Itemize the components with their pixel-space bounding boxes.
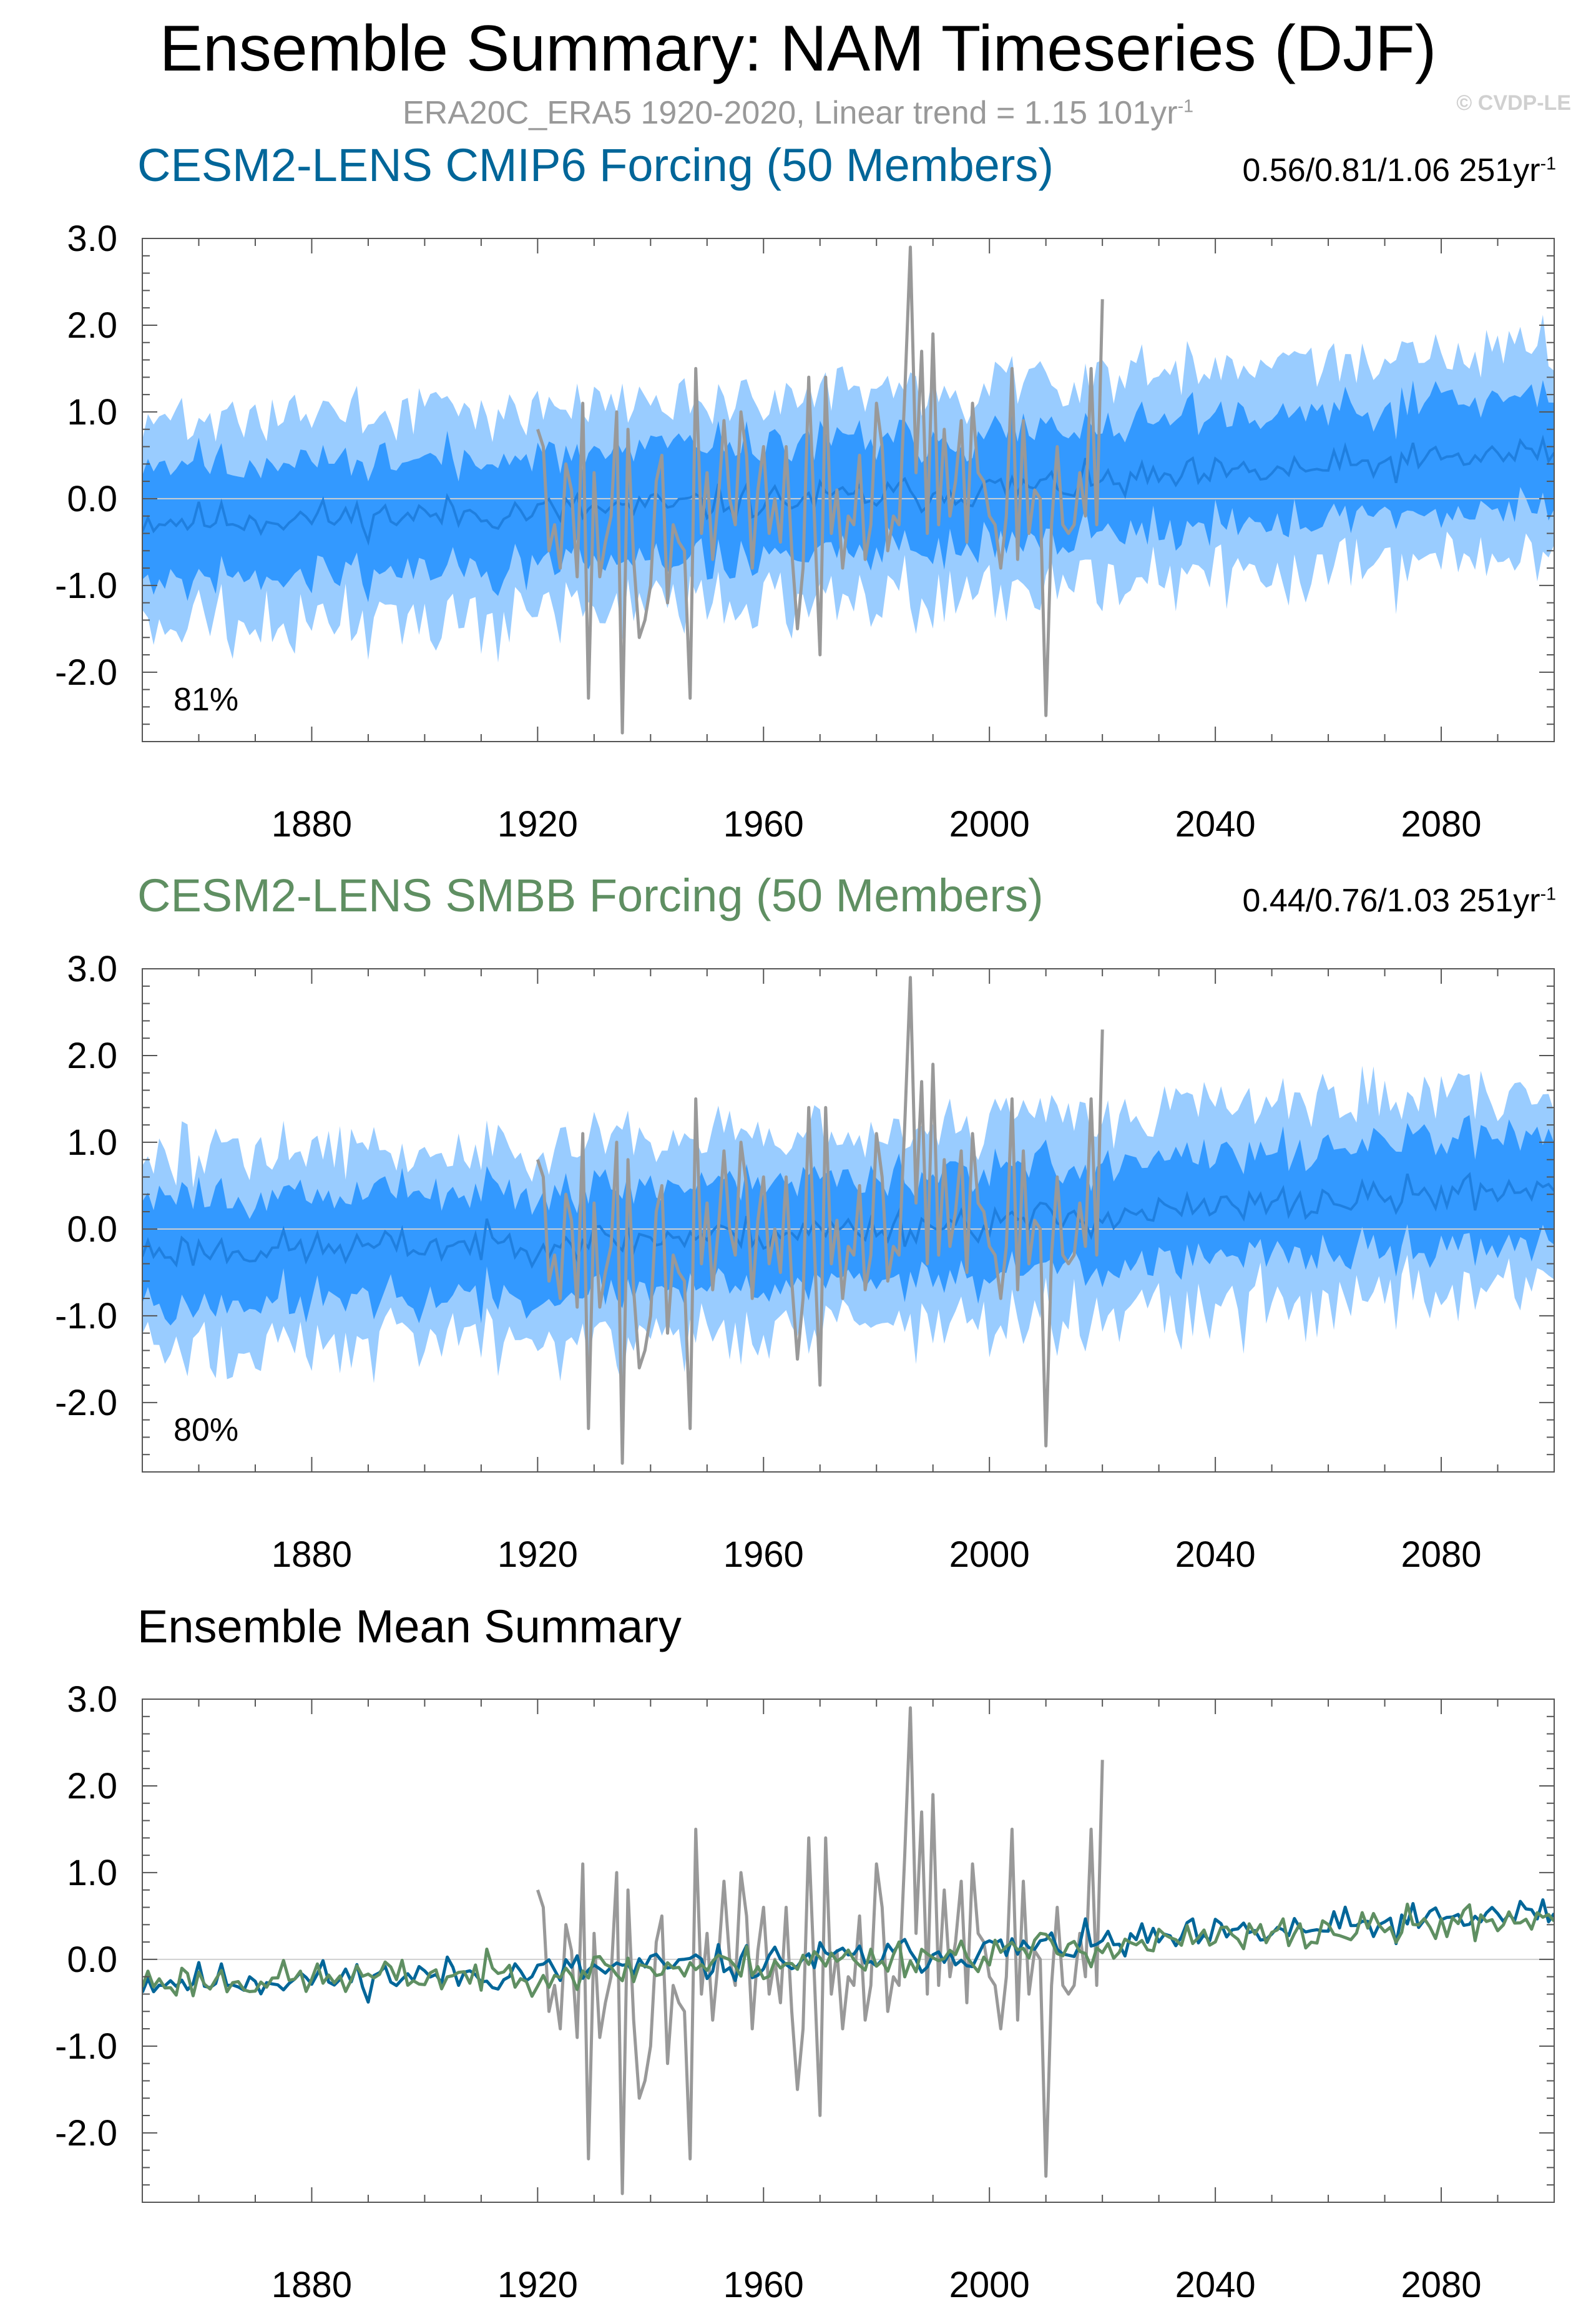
y-tick-label: -1.0 — [55, 566, 117, 606]
y-tick-label: -1.0 — [55, 1296, 117, 1336]
chart-panel-2: -2.0 -1.0 0.0 1.0 2.0 3.0 1880 1920 1960 2000 2040… — [55, 949, 1555, 1575]
x-tick-label: 1960 — [723, 804, 804, 845]
ensemble-mean-line-2 — [142, 1903, 1554, 1998]
x-tick-label: 2040 — [1175, 2265, 1256, 2305]
x-tick-label: 1880 — [272, 2265, 352, 2305]
y-tick-label: -2.0 — [55, 2113, 117, 2154]
plot-area-2 — [142, 976, 1554, 1465]
x-tick-label: 1960 — [723, 2265, 804, 2305]
x-tick-label: 1880 — [272, 804, 352, 845]
x-tick-label: 1880 — [272, 1534, 352, 1575]
panel-1-trend-text: 0.56/0.81/1.06 251yr — [1242, 152, 1540, 189]
x-tick-label: 1960 — [723, 1534, 804, 1575]
panel-2-trend: 0.44/0.76/1.03 251yr-1 — [1243, 881, 1556, 920]
chart-panel-3: -2.0 -1.0 0.0 1.0 2.0 3.0 1880 1920 1960 2000 2040… — [55, 1679, 1555, 2305]
chart-panel-1: -2.0 -1.0 0.0 1.0 2.0 3.0 1880 1920 1960 2000 2040… — [55, 218, 1555, 845]
plot-frame — [142, 968, 1555, 1473]
x-tick-label: 1920 — [497, 804, 578, 845]
plot-area-3 — [142, 1706, 1554, 2195]
x-tick-label: 2080 — [1401, 804, 1482, 845]
x-tick-label: 2080 — [1401, 1534, 1482, 1575]
x-tick-label: 2000 — [949, 804, 1030, 845]
y-tick-label: -2.0 — [55, 1383, 117, 1423]
x-tick-label: 2000 — [949, 1534, 1030, 1575]
cvdp-watermark: © CVDP-LE — [1456, 91, 1571, 115]
y-tick-label: 0.0 — [67, 479, 117, 519]
panel-2-trend-text: 0.44/0.76/1.03 251yr — [1242, 883, 1540, 919]
y-tick-label: 2.0 — [67, 305, 117, 346]
panel-3-title: Ensemble Mean Summary — [137, 1601, 682, 1652]
plot-frame — [142, 1699, 1555, 2203]
plot-area-1 — [142, 245, 1554, 735]
y-tick-label: -1.0 — [55, 2026, 117, 2067]
panel-1-title: CESM2-LENS CMIP6 Forcing (50 Members) — [137, 139, 1054, 191]
x-tick-label: 1920 — [497, 2265, 578, 2305]
percent-label: 80% — [174, 1412, 238, 1448]
y-tick-label: 3.0 — [67, 1679, 117, 1720]
y-tick-label: -2.0 — [55, 652, 117, 693]
x-tick-label: 2040 — [1175, 1534, 1256, 1575]
observed-series-line — [536, 976, 1104, 1465]
inner-spread-band — [142, 380, 1554, 602]
y-tick-label: 1.0 — [67, 1853, 117, 1893]
y-tick-label: 3.0 — [67, 949, 117, 989]
x-tick-label: 1920 — [497, 1534, 578, 1575]
plot-frame — [142, 238, 1555, 742]
x-tick-label: 2000 — [949, 2265, 1030, 2305]
subtitle-text: ERA20C_ERA5 1920-2020, Linear trend = 1.… — [402, 95, 1178, 131]
figure-title: Ensemble Summary: NAM Timeseries (DJF) — [159, 12, 1437, 85]
x-tick-label: 2080 — [1401, 2265, 1482, 2305]
y-tick-label: 0.0 — [67, 1939, 117, 1980]
ensemble-mean-line — [142, 434, 1554, 546]
panel-2-title: CESM2-LENS SMBB Forcing (50 Members) — [137, 870, 1044, 921]
percent-label: 81% — [174, 682, 238, 718]
x-tick-label: 2040 — [1175, 804, 1256, 845]
y-tick-label: 1.0 — [67, 392, 117, 433]
y-tick-label: 2.0 — [67, 1036, 117, 1076]
panel-1-trend: 0.56/0.81/1.06 251yr-1 — [1243, 151, 1556, 190]
subtitle-exponent: -1 — [1177, 96, 1194, 117]
y-tick-label: 0.0 — [67, 1209, 117, 1250]
figure-subtitle: ERA20C_ERA5 1920-2020, Linear trend = 1.… — [0, 94, 1596, 132]
panel-2-trend-exponent: -1 — [1540, 884, 1556, 905]
ensemble-mean-line — [142, 1172, 1554, 1269]
y-tick-label: 1.0 — [67, 1122, 117, 1163]
observed-series-line — [536, 245, 1104, 735]
y-tick-label: 2.0 — [67, 1766, 117, 1807]
y-tick-label: 3.0 — [67, 218, 117, 259]
panel-1-trend-exponent: -1 — [1540, 154, 1556, 174]
